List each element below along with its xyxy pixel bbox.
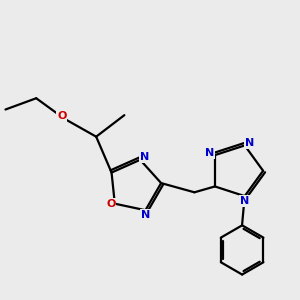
Text: O: O bbox=[106, 199, 116, 209]
Text: N: N bbox=[240, 196, 249, 206]
Text: N: N bbox=[141, 210, 150, 220]
Text: N: N bbox=[245, 138, 254, 148]
Text: O: O bbox=[57, 111, 67, 121]
Text: N: N bbox=[205, 148, 214, 158]
Text: N: N bbox=[140, 152, 149, 162]
